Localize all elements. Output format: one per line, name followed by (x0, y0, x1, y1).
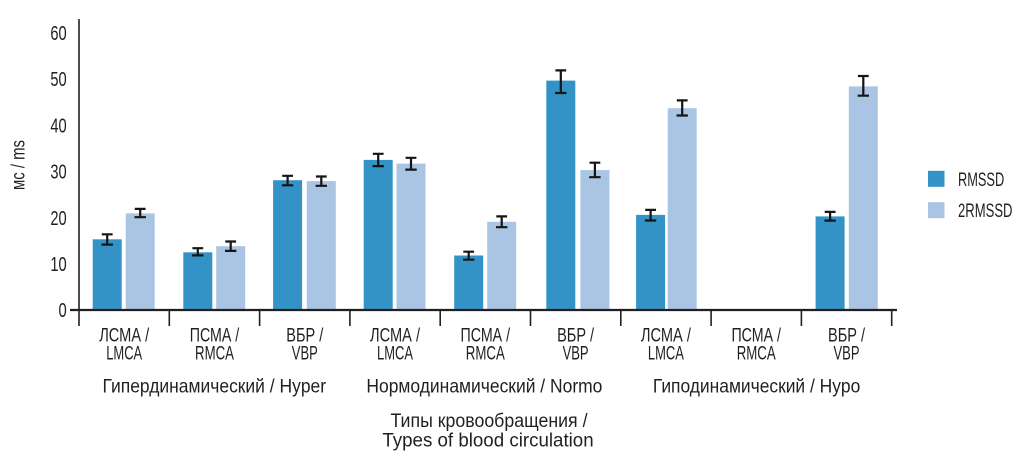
svg-text:40: 40 (50, 114, 66, 137)
svg-text:ВБР /: ВБР / (286, 325, 323, 347)
svg-text:VBP: VBP (292, 343, 318, 365)
svg-text:60: 60 (50, 22, 66, 45)
svg-text:Гипердинамический / Hyper: Гипердинамический / Hyper (103, 375, 327, 397)
svg-text:Гиподинамический / Hypo: Гиподинамический / Hypo (653, 375, 861, 397)
svg-text:ЛСМА /: ЛСМА / (370, 325, 420, 347)
svg-text:ПСМА /: ПСМА / (190, 325, 240, 347)
svg-text:LMCA: LMCA (648, 343, 684, 365)
svg-text:ВБР /: ВБР / (557, 325, 594, 347)
svg-text:ПСМА /: ПСМА / (461, 325, 511, 347)
svg-text:50: 50 (50, 68, 66, 91)
svg-text:ВБР /: ВБР / (828, 325, 865, 347)
svg-text:10: 10 (50, 253, 66, 276)
svg-text:ПСМА /: ПСМА / (731, 325, 781, 347)
svg-text:LMCA: LMCA (377, 343, 413, 365)
svg-text:30: 30 (50, 161, 66, 184)
svg-text:2RMSSD: 2RMSSD (958, 200, 1013, 222)
svg-text:VBP: VBP (563, 343, 589, 365)
svg-text:LMCA: LMCA (106, 343, 142, 365)
svg-text:VBP: VBP (834, 343, 860, 365)
svg-text:ЛСМА /: ЛСМА / (641, 325, 691, 347)
svg-text:ЛСМА /: ЛСМА / (99, 325, 149, 347)
svg-text:RMCA: RMCA (737, 343, 776, 365)
svg-text:Нормодинамический / Normo: Нормодинамический / Normo (366, 375, 602, 397)
svg-text:RMCA: RMCA (466, 343, 505, 365)
svg-text:0: 0 (59, 299, 67, 322)
svg-text:Types of blood circulation: Types of blood circulation (382, 429, 593, 451)
svg-text:RMSSD: RMSSD (958, 169, 1004, 191)
svg-text:RMCA: RMCA (195, 343, 234, 365)
svg-text:Типы кровообращения /: Типы кровообращения / (391, 410, 589, 432)
svg-text:20: 20 (50, 207, 66, 230)
svg-text:мс / ms: мс / ms (8, 140, 30, 190)
